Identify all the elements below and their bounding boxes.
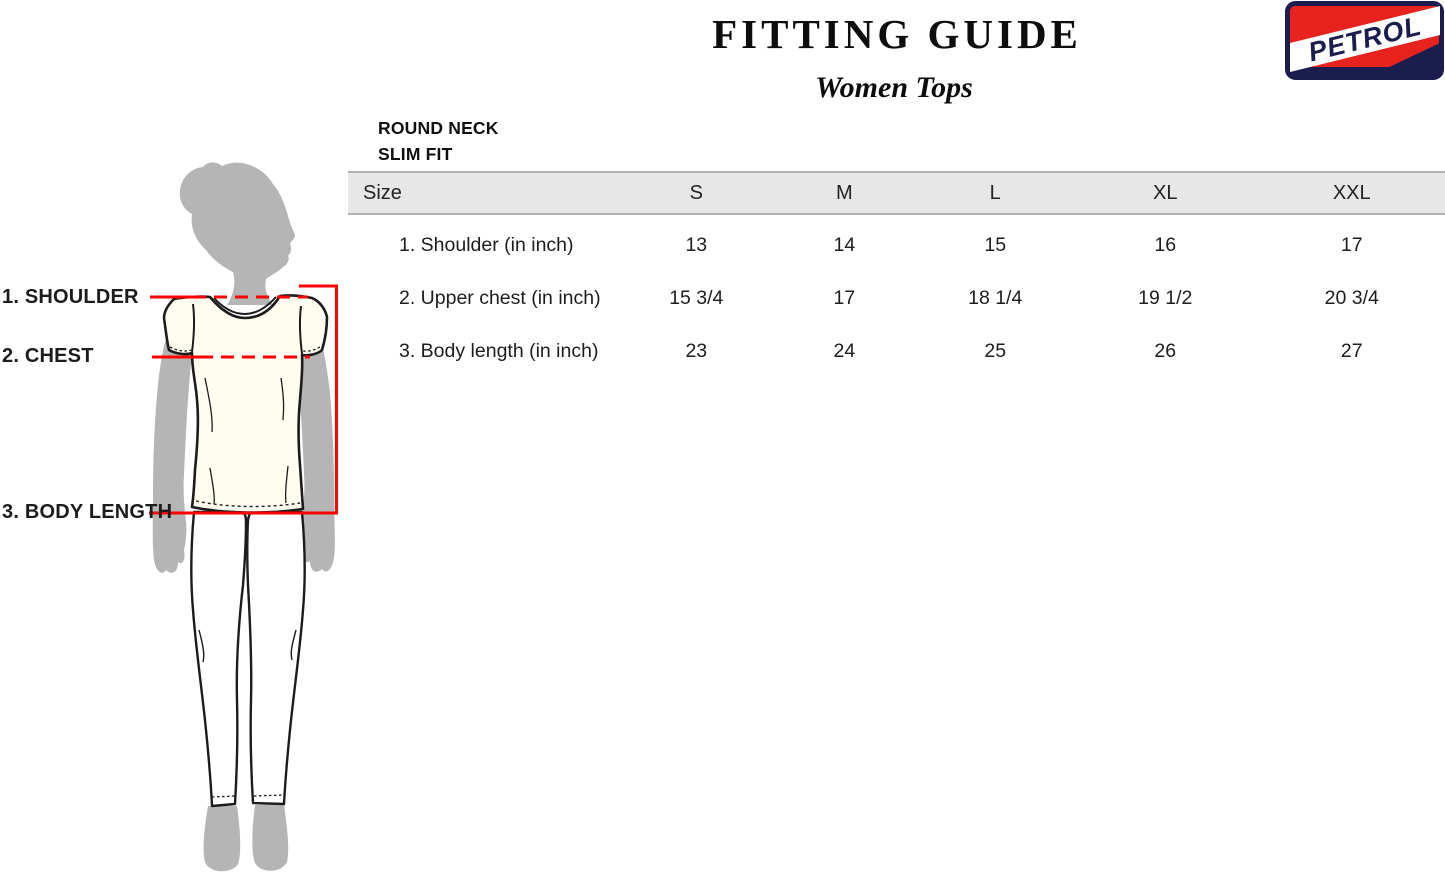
right-leg	[246, 510, 307, 806]
size-value: 14	[833, 234, 856, 256]
column-header-xl: XL	[1153, 181, 1178, 204]
row-label: 3. Body length (in inch)	[399, 340, 599, 362]
logo-corner-wedge	[1381, 43, 1440, 71]
tshirt-body	[162, 294, 329, 514]
page-subtitle: Women Tops	[815, 71, 973, 104]
column-header-m: M	[836, 181, 853, 204]
left-arm	[152, 310, 198, 573]
row-label: 2. Upper chest (in inch)	[399, 287, 601, 309]
right-lower-fold-line	[284, 465, 289, 504]
style-line-1: ROUND NECK	[378, 118, 499, 138]
size-table: Size S M L XL XXL 1. Shoulder (in inch) …	[348, 171, 1445, 378]
logo-band	[1290, 6, 1440, 72]
size-value: 16	[1154, 234, 1177, 256]
page-title: FITTING GUIDE	[712, 11, 1082, 57]
size-value: 20 3/4	[1324, 287, 1379, 309]
left-lower-fold-line	[209, 467, 215, 505]
right-foot	[252, 804, 289, 871]
tshirt-outline	[162, 294, 329, 514]
size-value: 25	[984, 340, 1007, 362]
measurement-lines	[149, 284, 338, 515]
row-label: 1. Shoulder (in inch)	[399, 234, 574, 256]
size-value: 15 3/4	[669, 287, 724, 309]
column-header-xxl: XXL	[1332, 181, 1371, 204]
column-header-s: S	[689, 181, 703, 204]
size-value: 24	[833, 340, 856, 362]
size-value: 17	[833, 287, 856, 309]
style-label: ROUND NECK SLIM FIT	[378, 115, 499, 167]
column-header-l: L	[989, 181, 1001, 204]
body-length-label: 3. BODY LENGTH	[2, 501, 173, 523]
size-value: 17	[1340, 234, 1363, 256]
right-fold-line	[280, 377, 285, 421]
left-knee-fold	[198, 629, 205, 663]
collar-inner-line	[213, 296, 277, 315]
shoulder-label: 1. SHOULDER	[2, 286, 139, 308]
leggings-outline	[189, 510, 307, 808]
size-value: 27	[1340, 340, 1363, 362]
table-row-upper-chest: 2. Upper chest (in inch) 15 3/4 17 18 1/…	[348, 272, 1445, 325]
size-value: 13	[685, 234, 708, 256]
size-value: 18 1/4	[968, 287, 1023, 309]
left-sleeve-stitch	[169, 346, 192, 352]
left-sleeve-seam	[191, 303, 196, 353]
right-sleeve-seam	[298, 305, 303, 355]
woman-head	[179, 162, 295, 305]
petrol-logo: PETROL	[1285, 1, 1444, 80]
left-foot	[203, 806, 241, 872]
left-fold-line	[204, 377, 213, 433]
size-value: 15	[984, 234, 1007, 256]
left-leg	[189, 510, 248, 808]
size-table-header: Size S M L XL XXL	[348, 171, 1445, 215]
size-table-body: 1. Shoulder (in inch) 13 14 15 16 17 2. …	[348, 215, 1445, 378]
right-knee-fold	[290, 629, 297, 661]
left-ankle-stitch	[211, 795, 236, 798]
table-row-shoulder: 1. Shoulder (in inch) 13 14 15 16 17	[348, 219, 1445, 272]
chest-label: 2. CHEST	[2, 345, 94, 367]
right-sleeve-stitch	[302, 343, 325, 352]
size-value: 19 1/2	[1138, 287, 1193, 309]
column-header-size: Size	[363, 181, 402, 204]
style-line-2: SLIM FIT	[378, 144, 453, 164]
size-value: 26	[1154, 340, 1177, 362]
table-row-body-length: 3. Body length (in inch) 23 24 25 26 27	[348, 325, 1445, 378]
size-value: 23	[685, 340, 708, 362]
